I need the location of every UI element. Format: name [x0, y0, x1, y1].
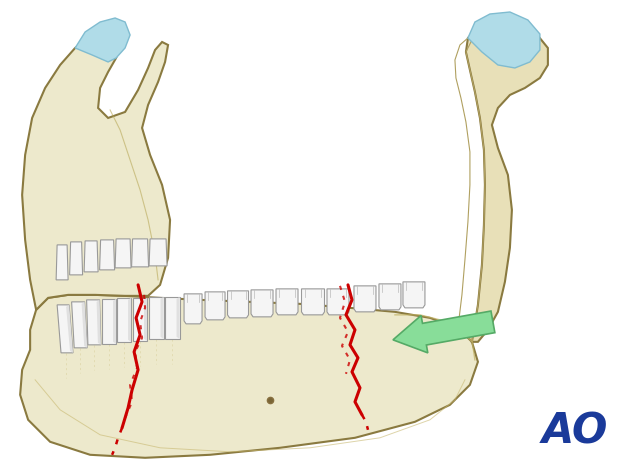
Polygon shape	[468, 12, 540, 68]
Polygon shape	[56, 245, 68, 280]
Polygon shape	[22, 28, 170, 310]
Polygon shape	[128, 298, 131, 342]
Polygon shape	[71, 302, 87, 348]
Polygon shape	[149, 239, 167, 266]
Polygon shape	[102, 299, 116, 344]
Polygon shape	[82, 302, 87, 348]
Polygon shape	[87, 300, 101, 345]
Polygon shape	[149, 297, 164, 339]
Polygon shape	[20, 295, 478, 458]
Polygon shape	[251, 290, 273, 317]
Polygon shape	[131, 239, 149, 267]
FancyArrow shape	[393, 311, 495, 353]
Polygon shape	[205, 292, 225, 320]
Polygon shape	[301, 289, 324, 315]
Polygon shape	[115, 239, 131, 268]
Polygon shape	[403, 282, 425, 308]
Polygon shape	[177, 297, 180, 339]
Text: AO: AO	[542, 411, 608, 453]
Polygon shape	[97, 300, 101, 345]
Polygon shape	[57, 305, 73, 353]
Polygon shape	[75, 18, 130, 62]
Polygon shape	[133, 298, 147, 341]
Polygon shape	[276, 289, 298, 315]
Polygon shape	[113, 299, 116, 344]
Polygon shape	[100, 240, 115, 270]
Polygon shape	[69, 242, 82, 275]
Polygon shape	[184, 294, 202, 324]
Polygon shape	[117, 298, 131, 342]
Polygon shape	[354, 286, 376, 312]
Polygon shape	[164, 297, 180, 339]
Polygon shape	[144, 298, 147, 341]
Polygon shape	[66, 305, 73, 353]
Polygon shape	[161, 297, 164, 339]
Polygon shape	[327, 289, 349, 315]
Polygon shape	[84, 241, 98, 272]
Polygon shape	[228, 291, 249, 318]
Polygon shape	[466, 22, 548, 342]
Polygon shape	[379, 284, 401, 310]
